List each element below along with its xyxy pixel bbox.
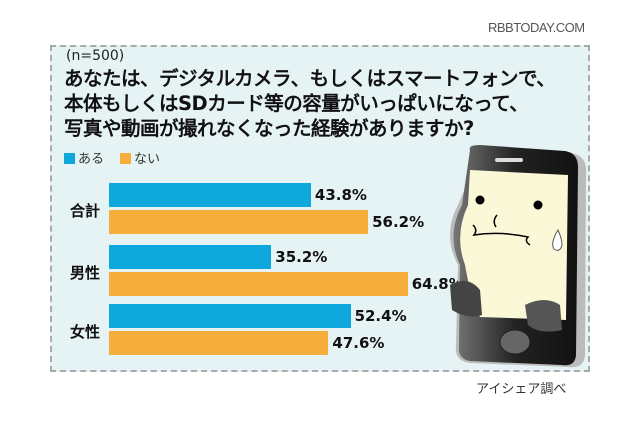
legend-label: ない [134,152,161,167]
bar-nai [109,272,408,296]
bar-nai [109,331,329,355]
data-label: 35.2% [275,248,328,266]
data-label: 43.8% [314,186,367,204]
data-label: 47.6% [332,334,385,352]
legend-label: ある [78,152,105,167]
data-label: 56.2% [372,213,425,231]
bar-aru [109,304,351,328]
title-line: 本体もしくはSDカード等の容量がいっぱいになって、 [64,92,529,115]
legend-swatch [64,153,75,164]
legend-item: ある [64,148,104,167]
legend: ある ない [64,148,160,167]
category-label: 女性 [70,323,101,341]
watermark: RBBTODAY.COM [488,20,585,35]
bar-nai [109,210,369,234]
legend-item: ない [120,148,160,167]
legend-swatch [120,153,132,164]
bar-aru [109,245,272,269]
chart-title: あなたは、デジタルカメラ、もしくはスマートフォンで、 本体もしくはSDカード等の… [64,66,556,141]
category-label: 合計 [70,202,101,220]
worried-smartphone-character-icon [450,145,587,368]
bar-aru [109,183,311,207]
title-line: 写真や動画が撮れなくなった経験がありますか? [64,117,474,140]
category-label: 男性 [70,264,101,282]
data-label: 52.4% [354,307,407,325]
title-line: あなたは、デジタルカメラ、もしくはスマートフォンで、 [64,67,556,90]
sample-size: (n=500) [66,48,125,64]
source-note: アイシェア調べ [476,382,567,397]
